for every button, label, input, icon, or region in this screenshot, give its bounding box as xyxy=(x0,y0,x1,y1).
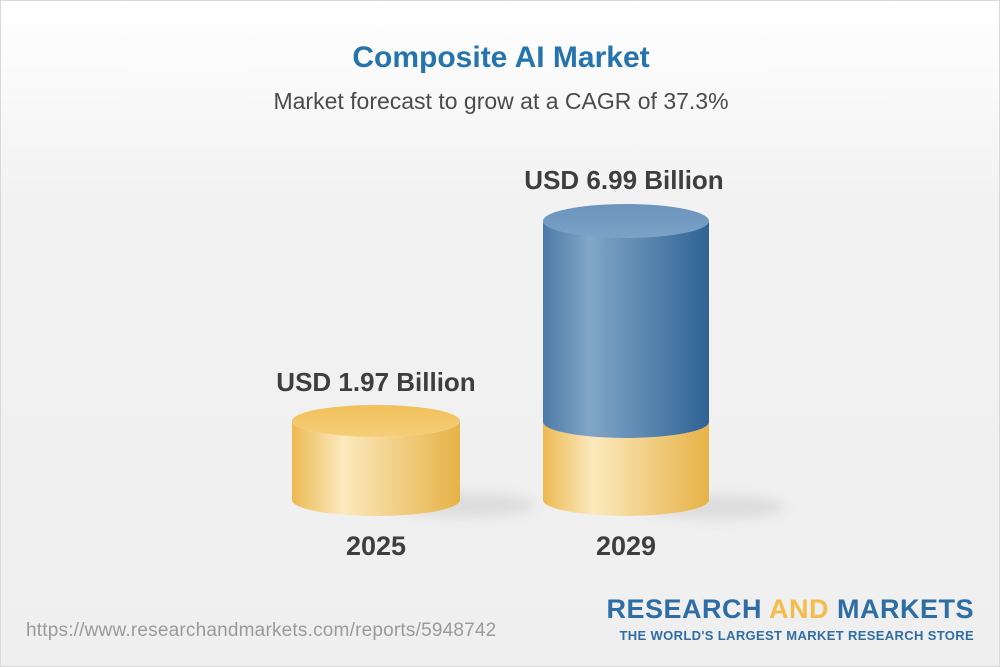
logo-word-and: AND xyxy=(768,594,829,624)
value-label-2029: USD 6.99 Billion xyxy=(524,165,724,195)
research-and-markets-logo: RESEARCH AND MARKETS THE WORLD'S LARGEST… xyxy=(606,594,974,643)
logo-word-research: RESEARCH xyxy=(606,594,762,624)
bar-2029-base-segment xyxy=(543,422,709,516)
report-url: https://www.researchandmarkets.com/repor… xyxy=(26,620,497,641)
logo-word-markets: MARKETS xyxy=(837,594,974,624)
chart-title: Composite AI Market xyxy=(352,41,650,74)
bar-2029-growth-segment xyxy=(543,221,709,438)
bar-2025-cylinder xyxy=(292,405,460,516)
chart-subtitle: Market forecast to grow at a CAGR of 37.… xyxy=(273,88,729,114)
value-label-2025: USD 1.97 Billion xyxy=(276,367,476,397)
category-label-2025: 2025 xyxy=(345,531,407,561)
category-label-2029: 2029 xyxy=(595,531,657,561)
logo-wordmark: RESEARCH AND MARKETS xyxy=(606,594,974,625)
logo-tagline: THE WORLD'S LARGEST MARKET RESEARCH STOR… xyxy=(619,627,974,643)
bar-2029-cylinder xyxy=(543,204,709,516)
